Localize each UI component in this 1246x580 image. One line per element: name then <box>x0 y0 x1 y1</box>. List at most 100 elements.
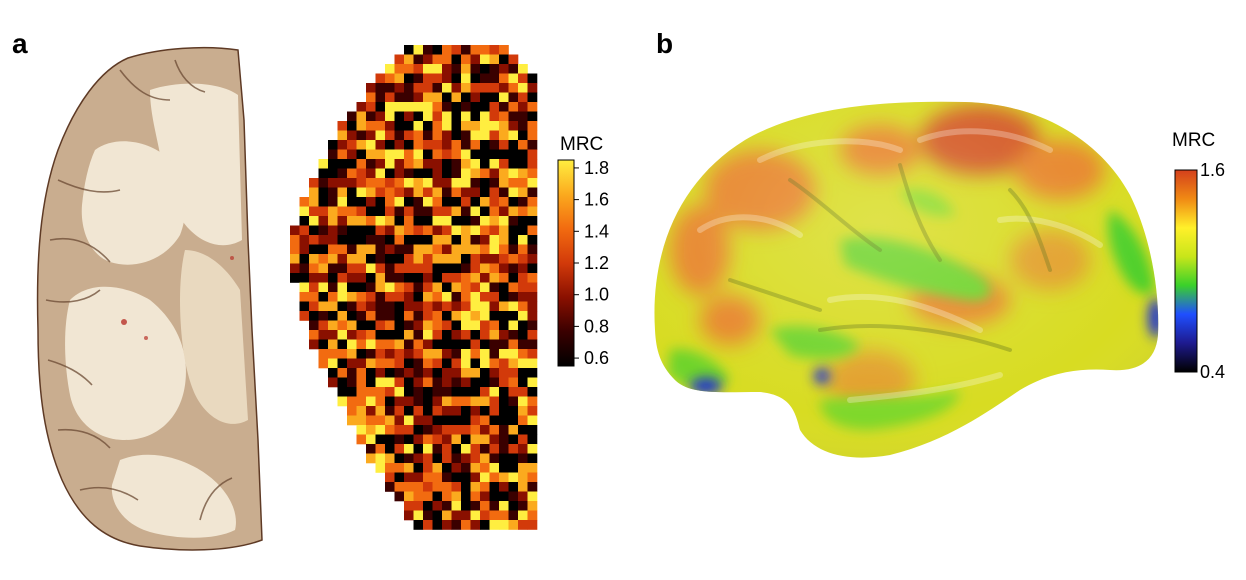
voxel <box>518 368 528 378</box>
voxel <box>470 377 481 388</box>
voxel <box>337 235 348 245</box>
voxel <box>489 406 500 416</box>
voxel <box>375 368 386 378</box>
voxel <box>508 311 519 321</box>
voxel <box>375 197 386 207</box>
voxel <box>470 330 481 340</box>
voxel <box>385 111 395 122</box>
voxel <box>442 45 452 55</box>
voxel <box>366 149 376 160</box>
voxel <box>499 425 509 435</box>
voxel <box>394 339 405 350</box>
panel-label-b: b <box>656 28 674 59</box>
voxel <box>442 254 452 264</box>
voxel <box>318 320 329 331</box>
voxel <box>318 206 329 217</box>
voxel <box>309 330 319 340</box>
voxel <box>518 482 528 492</box>
voxel <box>413 102 424 112</box>
voxel <box>451 358 462 369</box>
voxel <box>385 282 395 293</box>
voxel <box>375 263 386 274</box>
voxel <box>404 54 414 65</box>
voxel <box>328 263 338 274</box>
voxel <box>499 320 509 331</box>
voxel <box>423 83 433 93</box>
voxel <box>423 197 433 207</box>
voxel <box>413 463 424 473</box>
colorbar-b-tick-label: 1.6 <box>1200 160 1225 180</box>
voxel <box>480 349 490 359</box>
voxel <box>489 282 500 293</box>
voxel <box>461 434 471 445</box>
voxel <box>480 377 490 388</box>
voxel <box>442 197 452 207</box>
voxel <box>451 64 462 74</box>
voxel <box>432 263 443 274</box>
voxel <box>442 387 452 397</box>
voxel <box>404 434 414 445</box>
voxel <box>508 54 519 65</box>
voxel <box>480 130 490 141</box>
voxel <box>347 339 357 350</box>
voxel <box>347 111 357 122</box>
voxel <box>366 425 376 435</box>
voxel <box>423 121 433 131</box>
voxel <box>385 92 395 103</box>
voxel <box>480 406 490 416</box>
voxel <box>413 244 424 255</box>
voxel <box>442 330 452 340</box>
voxel <box>480 320 490 331</box>
voxel <box>451 206 462 217</box>
voxel <box>527 358 538 369</box>
voxel <box>527 311 538 321</box>
voxel <box>404 92 414 103</box>
voxel <box>499 444 509 454</box>
voxel <box>432 102 443 112</box>
voxel <box>461 520 471 530</box>
voxel <box>489 92 500 103</box>
voxel <box>527 73 538 84</box>
voxel <box>499 197 509 207</box>
voxel <box>385 472 395 483</box>
voxel <box>480 330 490 340</box>
voxel <box>470 387 481 397</box>
voxel <box>432 244 443 255</box>
voxel <box>385 263 395 274</box>
voxel <box>470 54 481 65</box>
voxel <box>489 244 500 255</box>
voxel <box>451 510 462 521</box>
voxel <box>508 330 519 340</box>
voxel <box>442 425 452 435</box>
voxel <box>356 225 367 236</box>
voxel <box>404 130 414 141</box>
voxel <box>527 244 538 255</box>
voxel <box>480 187 490 198</box>
voxel <box>347 140 357 150</box>
voxel <box>404 254 414 264</box>
voxel <box>508 130 519 141</box>
voxel <box>518 444 528 454</box>
voxel <box>489 83 500 93</box>
voxel <box>432 368 443 378</box>
voxel <box>299 263 310 274</box>
voxel <box>508 73 519 84</box>
voxel <box>432 140 443 150</box>
voxel <box>404 301 414 312</box>
voxel <box>347 197 357 207</box>
voxel <box>394 168 405 179</box>
voxel <box>356 263 367 274</box>
voxel <box>385 387 395 397</box>
voxel <box>309 244 319 255</box>
voxel <box>423 168 433 179</box>
voxel <box>394 187 405 198</box>
voxel <box>432 415 443 426</box>
voxel <box>423 54 433 65</box>
voxel <box>461 501 471 511</box>
voxel <box>508 339 519 350</box>
voxel <box>499 187 509 198</box>
voxel <box>442 301 452 312</box>
voxel <box>442 339 452 350</box>
voxel <box>451 444 462 454</box>
voxel <box>480 472 490 483</box>
